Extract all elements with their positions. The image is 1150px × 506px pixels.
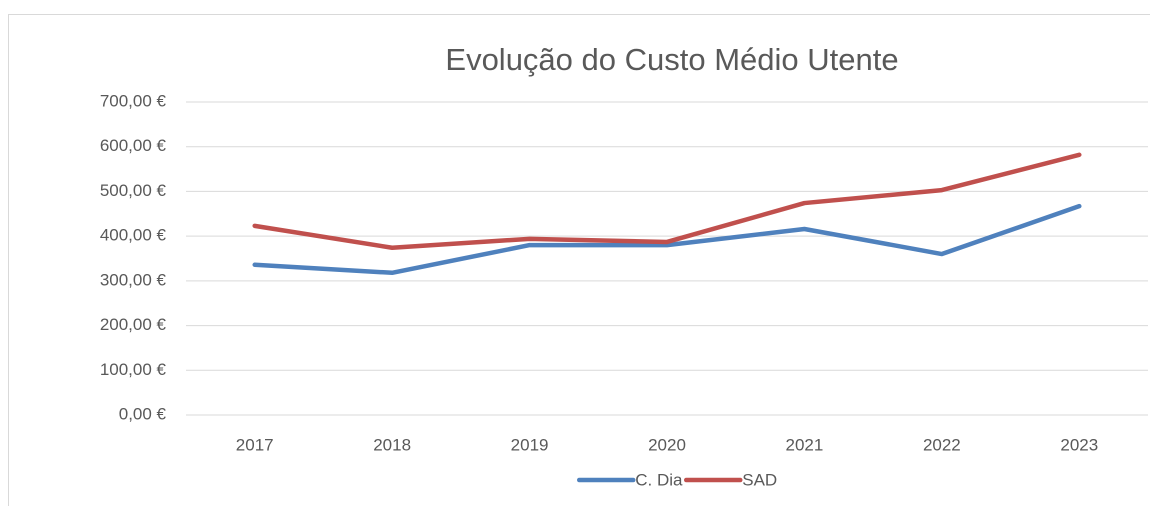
- chart-frame: [8, 14, 1150, 506]
- series-line: [252, 152, 1082, 251]
- y-tick-label: 100,00 €: [100, 360, 167, 379]
- x-tick-label: 2023: [1060, 435, 1098, 454]
- x-tick-label: 2018: [373, 435, 411, 454]
- y-tick-label: 400,00 €: [100, 226, 167, 245]
- y-tick-label: 0,00 €: [119, 404, 167, 423]
- chart-title: Evolução do Custo Médio Utente: [445, 42, 898, 77]
- y-tick-label: 200,00 €: [100, 315, 167, 334]
- y-tick-label: 300,00 €: [100, 270, 167, 289]
- legend-label: SAD: [742, 470, 777, 489]
- y-tick-label: 500,00 €: [100, 181, 167, 200]
- x-tick-label: 2017: [236, 435, 274, 454]
- x-tick-label: 2022: [923, 435, 961, 454]
- y-tick-label: 600,00 €: [100, 136, 167, 155]
- x-tick-label: 2020: [648, 435, 686, 454]
- legend-label: C. Dia: [635, 470, 683, 489]
- y-tick-label: 700,00 €: [100, 91, 167, 110]
- x-tick-label: 2021: [786, 435, 824, 454]
- x-tick-label: 2019: [511, 435, 549, 454]
- series-line: [252, 203, 1082, 276]
